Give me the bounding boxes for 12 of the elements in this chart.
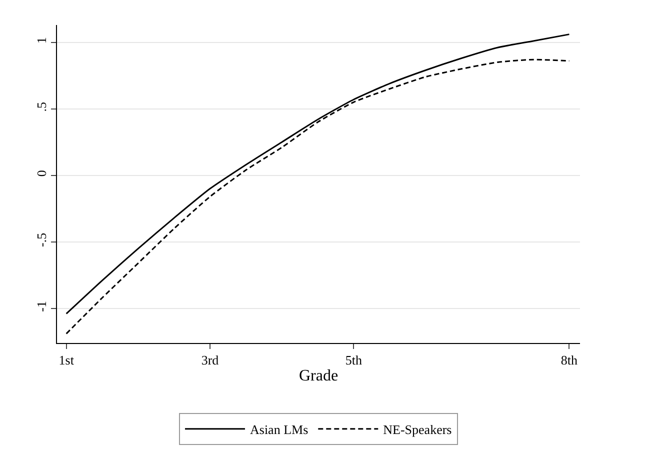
x-axis-title: Grade — [298, 367, 338, 384]
y-tick-label: .5 — [34, 102, 49, 112]
y-tick-label: -.5 — [34, 232, 49, 247]
legend-label: Asian LMs — [250, 422, 308, 437]
x-tick-label: 5th — [345, 352, 362, 368]
y-tick-label: -1 — [34, 301, 49, 312]
x-tick-label: 3rd — [201, 352, 220, 368]
y-tick-label: 1 — [34, 37, 49, 44]
y-tick-label: 0 — [34, 170, 49, 177]
legend-label: NE-Speakers — [383, 422, 452, 437]
x-tick-label: 8th — [560, 352, 578, 368]
x-tick-label: 1st — [58, 352, 74, 368]
